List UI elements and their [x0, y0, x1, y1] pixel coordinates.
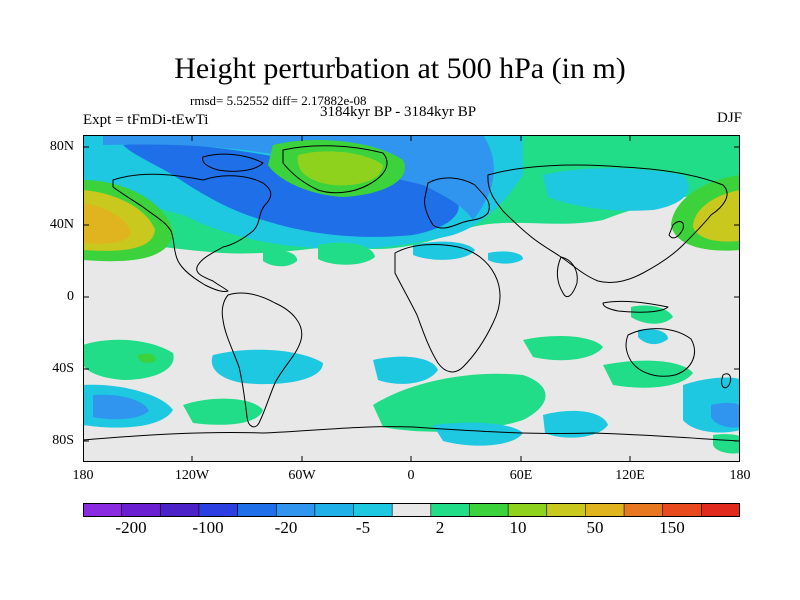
coast-south-america	[221, 292, 303, 428]
coast-australia	[625, 328, 695, 377]
colorbar-cell-14	[585, 503, 625, 517]
colorbar-cell-16	[662, 503, 703, 517]
lat-label-40n: 40N	[49, 217, 74, 232]
contour-npac-right-olive	[693, 190, 740, 242]
contour-tropic-blue-2	[488, 251, 523, 264]
colorbar-cell-15	[623, 503, 664, 517]
contour-eurasia-lightblue	[543, 168, 689, 211]
contour-tropic-blue-3	[638, 329, 668, 345]
contour-s-green-3	[373, 373, 546, 432]
colorbar-cell-17	[701, 503, 740, 517]
colorbar-cell-1	[83, 503, 123, 517]
contour-tropic-green-2	[263, 250, 298, 267]
coast-indonesia	[602, 300, 669, 313]
lon-label-180e: 180	[729, 468, 751, 483]
contour-s-blue-6	[543, 410, 608, 438]
colorbar-label-1: -200	[115, 518, 147, 537]
contour-s-blue-4	[433, 422, 523, 446]
contour-npac-left-orange	[83, 203, 131, 244]
colorbar-cell-10	[430, 503, 471, 517]
contour-tropic-green-1	[318, 242, 375, 265]
contour-greenland-yellow	[297, 151, 383, 186]
coastlines-layer	[83, 145, 740, 442]
lon-label-120e: 120E	[615, 468, 645, 483]
colorbar-cell-2	[121, 503, 162, 517]
lon-label-60e: 60E	[509, 468, 533, 483]
experiment-label: Expt = tFmDi-tEwTi	[83, 112, 209, 128]
contour-tropic-blue-1	[413, 241, 475, 260]
axis-ticks	[83, 135, 740, 462]
colorbar-cell-12	[507, 503, 548, 517]
colorbar-label-6: 10	[509, 518, 527, 537]
colorbar-cell-11	[469, 503, 509, 517]
colorbar-cell-7	[314, 503, 355, 517]
coast-asia	[487, 164, 728, 284]
contour-s-green-1	[83, 339, 174, 380]
stats-line: rmsd= 5.52552 diff= 2.17882e-08	[190, 93, 367, 108]
colorbar-cell-9	[391, 503, 432, 517]
contour-s-green-5	[603, 360, 693, 388]
colorbar-cell-3	[159, 503, 200, 517]
contour-s-blue-1	[211, 349, 323, 385]
lat-label-0: 0	[67, 289, 74, 304]
lon-label-0: 0	[407, 468, 415, 483]
contour-s-green-2	[183, 398, 263, 425]
coast-new-zealand	[721, 373, 732, 389]
colorbar-label-4: -5	[355, 518, 371, 537]
coast-arctic-islands	[202, 153, 264, 172]
colorbar-cell-5	[237, 503, 278, 517]
coast-antarctica	[83, 426, 740, 442]
plot-title: Height perturbation at 500 hPa (in m)	[174, 52, 626, 85]
colorbar-cells	[83, 503, 740, 517]
map-panel	[83, 135, 740, 462]
lon-label-60w: 60W	[288, 468, 316, 483]
colorbar-cell-6	[275, 503, 316, 517]
coast-africa	[394, 244, 501, 373]
colorbar-cell-4	[198, 503, 239, 517]
contour-s-green-4	[523, 335, 603, 361]
colorbar-frame	[83, 503, 740, 517]
lon-label-120w: 120W	[174, 468, 210, 483]
colorbar-label-7: 50	[586, 518, 604, 537]
coast-north-america	[112, 173, 272, 292]
coast-india	[556, 256, 578, 298]
contour-s-green-6	[713, 434, 740, 454]
coast-japan	[668, 221, 684, 239]
season-label: DJF	[716, 110, 742, 126]
lon-label-180w: 180	[72, 468, 94, 483]
colorbar-label-2: -100	[192, 518, 224, 537]
lat-label-80s: 80S	[52, 433, 74, 448]
lat-label-40s: 40S	[52, 361, 74, 376]
coast-europe	[424, 177, 490, 229]
colorbar-label-3: -20	[274, 518, 298, 537]
lat-label-80n: 80N	[49, 139, 74, 154]
colorbar-cell-8	[353, 503, 393, 517]
colorbar-cell-13	[546, 503, 587, 517]
colorbar-label-8: 150	[659, 518, 685, 537]
contour-s-blue-7	[711, 402, 740, 428]
colorbar-label-5: 2	[435, 518, 445, 537]
contour-n-blue	[123, 143, 459, 237]
colorbar	[83, 503, 740, 517]
contour-s-green-1b	[138, 353, 156, 363]
contour-s-blue-2	[373, 356, 438, 384]
contour-s-blue-3b	[93, 394, 149, 420]
period-label: 3184kyr BP - 3184kyr BP	[320, 104, 477, 120]
coast-greenland	[282, 145, 388, 194]
